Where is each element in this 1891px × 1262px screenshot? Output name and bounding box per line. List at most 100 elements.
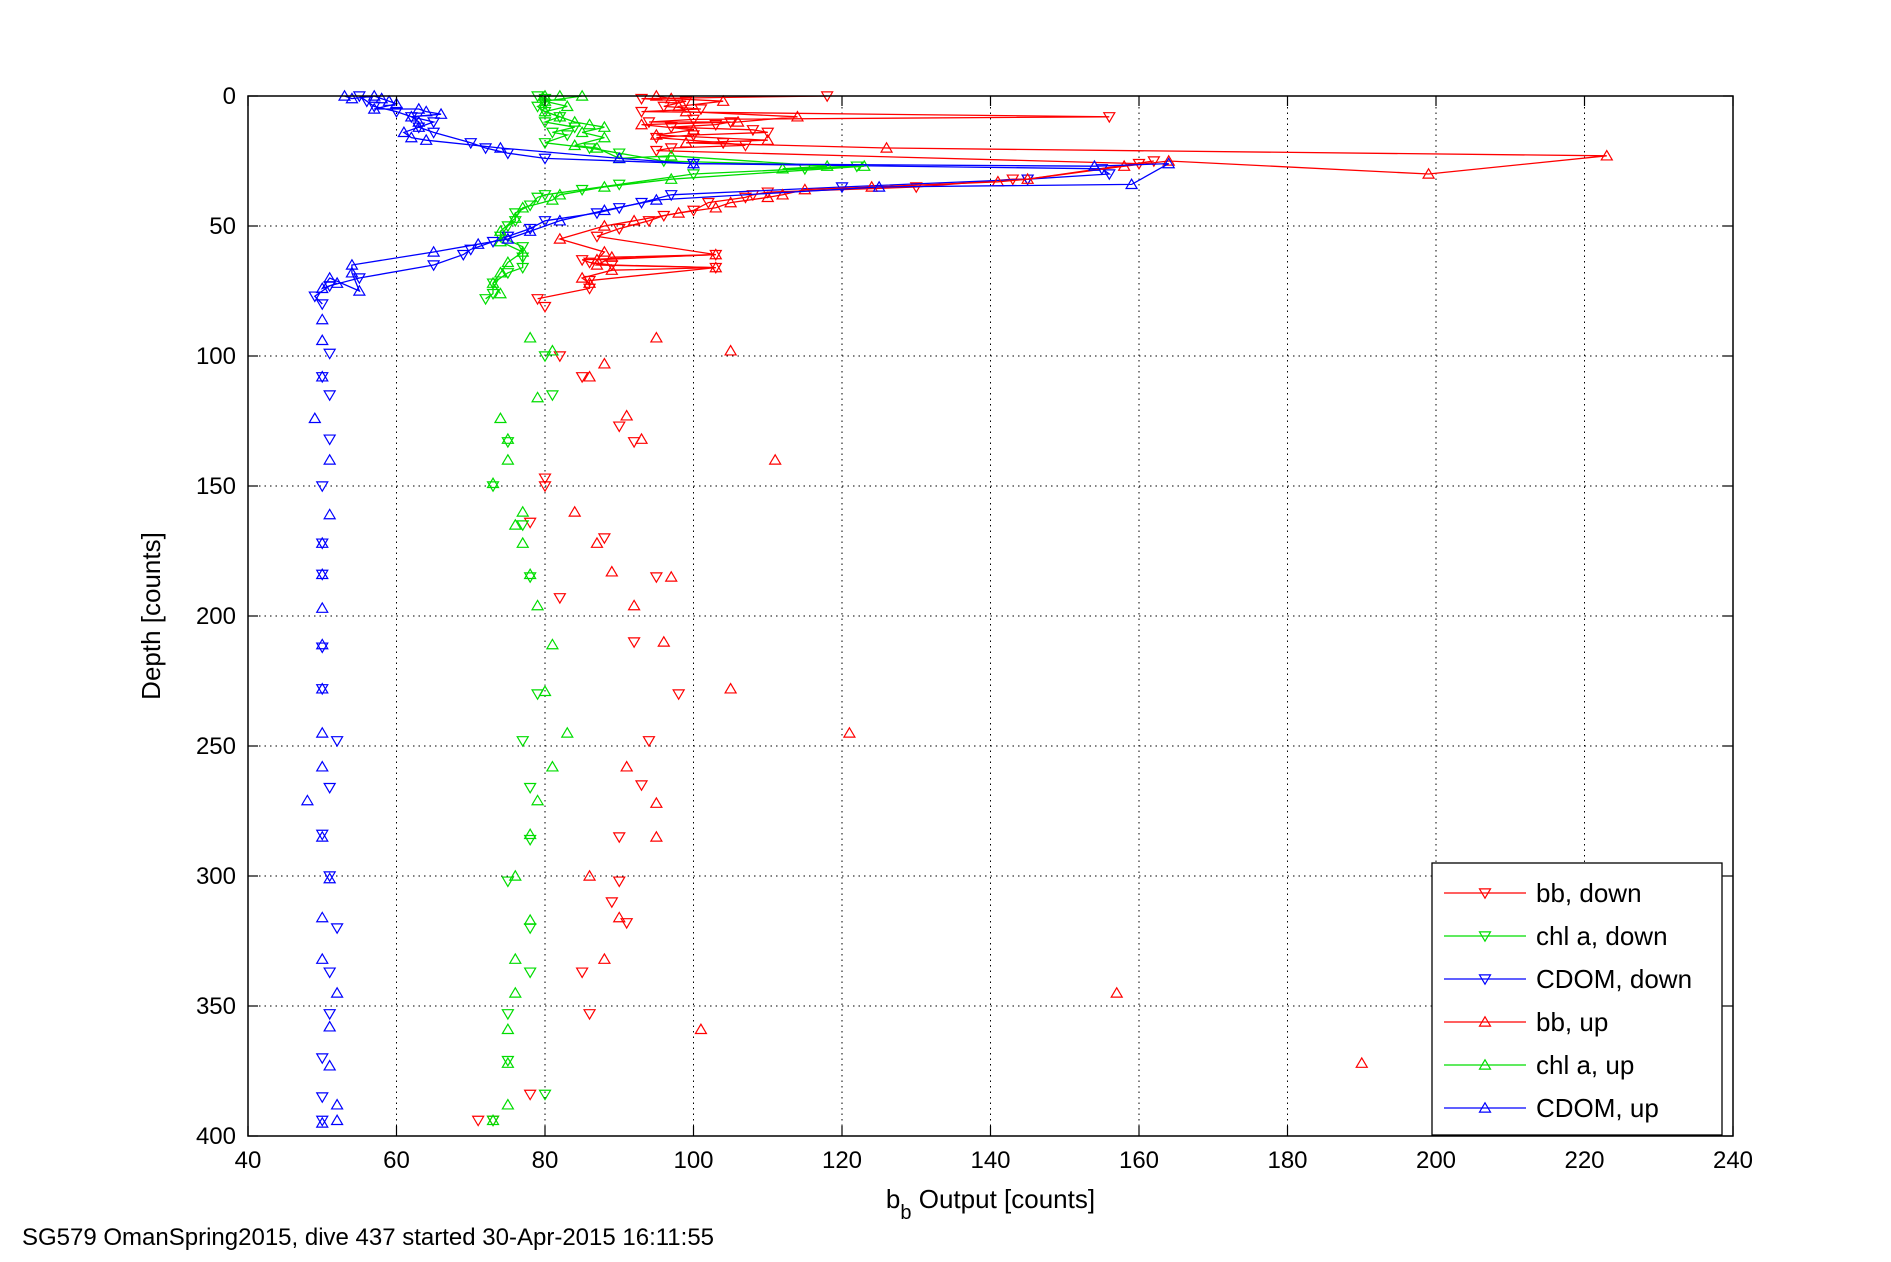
data-point [501, 1055, 515, 1068]
data-point [486, 276, 500, 288]
data-point [583, 869, 597, 881]
data-point [523, 223, 537, 236]
data-point [634, 432, 649, 444]
data-point [568, 122, 582, 134]
x-tick-label: 240 [1713, 1147, 1753, 1174]
data-point [545, 127, 559, 139]
data-point [664, 570, 678, 582]
data-point [686, 114, 701, 126]
data-point [330, 923, 344, 935]
data-point [523, 331, 537, 343]
data-point [345, 258, 359, 270]
data-point [553, 351, 567, 363]
data-point [575, 125, 589, 138]
data-point [545, 344, 559, 356]
data-point [419, 105, 433, 117]
data-point [538, 473, 552, 485]
data-point [709, 201, 723, 213]
data-point [501, 268, 515, 280]
data-point [501, 1056, 515, 1068]
data-point [382, 94, 396, 106]
data-point [664, 143, 678, 155]
data-point [553, 214, 567, 226]
data-point [553, 110, 567, 122]
data-point [701, 197, 715, 210]
data-point [583, 1009, 597, 1021]
data-point [412, 115, 426, 127]
x-tick-label: 220 [1564, 1147, 1604, 1174]
data-point [479, 143, 493, 155]
data-point [531, 294, 545, 306]
tick-labels: 40 60 80 100 120 140 160 180 200 220 240 0 50 100 150 2… [196, 83, 1753, 1174]
data-point [627, 214, 641, 226]
data-point [634, 780, 649, 792]
data-point [315, 829, 329, 841]
data-point [523, 572, 537, 584]
data-point [471, 237, 485, 249]
data-point [634, 106, 649, 119]
data-point [323, 1059, 337, 1071]
data-point [798, 183, 812, 195]
y-tick-label: 400 [196, 1123, 236, 1150]
data-point [679, 105, 693, 117]
data-point [523, 827, 537, 840]
data-point [590, 231, 604, 243]
data-point [323, 967, 337, 979]
data-point [1162, 154, 1176, 166]
data-point [501, 1098, 515, 1110]
x-tick-label: 200 [1416, 1147, 1456, 1174]
data-point [649, 145, 663, 158]
data-point [553, 232, 567, 244]
data-point [776, 188, 790, 200]
data-point [560, 130, 574, 142]
data-point [649, 331, 663, 343]
data-point [568, 505, 582, 517]
data-point [315, 299, 329, 311]
data-point [776, 162, 790, 174]
data-point [315, 911, 329, 923]
data-point [315, 642, 329, 654]
data-point [538, 153, 552, 165]
data-point [501, 255, 515, 268]
y-tick-label: 300 [196, 863, 236, 890]
y-tick-label: 150 [196, 473, 236, 500]
data-point [323, 782, 337, 795]
data-point [909, 182, 923, 194]
data-point [620, 760, 634, 772]
data-point [634, 93, 649, 106]
data-point [330, 736, 344, 748]
data-point [501, 231, 515, 243]
x-axis-label: bb Output [counts] [886, 1184, 1095, 1224]
data-point [761, 133, 775, 145]
y-tick-label: 50 [209, 213, 236, 240]
data-point [716, 94, 730, 106]
data-point [590, 536, 604, 548]
data-point [523, 1089, 537, 1101]
data-point [679, 96, 693, 108]
data-point [857, 159, 871, 171]
data-point [315, 1116, 329, 1128]
data-point [709, 248, 723, 260]
data-point [315, 830, 329, 842]
data-point [538, 216, 552, 228]
data-point [649, 193, 663, 205]
data-point [315, 536, 329, 548]
data-point [612, 911, 626, 923]
data-point [404, 110, 418, 122]
data-point [686, 123, 701, 135]
data-point [545, 638, 559, 650]
data-point [315, 481, 329, 493]
data-point [597, 219, 611, 231]
data-point [842, 726, 856, 738]
data-point [634, 118, 649, 130]
data-point [880, 141, 894, 153]
data-point [523, 913, 537, 925]
data-point [709, 261, 723, 273]
data-point [508, 869, 522, 881]
data-point [865, 180, 879, 192]
data-point [315, 567, 329, 580]
x-tick-label: 140 [970, 1147, 1010, 1174]
data-point [597, 131, 611, 143]
data-point [523, 834, 537, 847]
data-point [330, 276, 344, 288]
